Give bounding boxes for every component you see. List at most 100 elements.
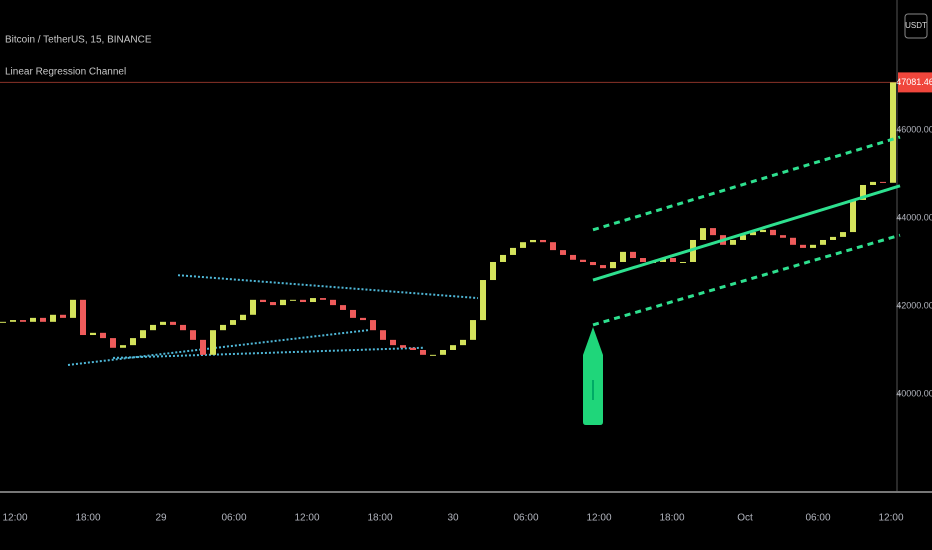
candle [680, 261, 686, 263]
candle [240, 314, 246, 321]
candle [420, 349, 426, 355]
candle [770, 229, 776, 236]
arrow-marker [583, 327, 603, 425]
price-label: 47081.46 [896, 77, 932, 87]
candle [360, 317, 366, 321]
candle [380, 330, 386, 340]
candle [10, 320, 16, 322]
x-tick-label: Oct [737, 513, 753, 524]
candle [300, 299, 306, 303]
candle [740, 235, 746, 240]
x-tick-label: 06:00 [805, 513, 830, 524]
candle [550, 242, 556, 251]
trend-line [592, 233, 901, 327]
candle [860, 184, 866, 200]
x-tick-label: 18:00 [659, 513, 684, 524]
candle [150, 324, 156, 331]
candle [340, 305, 346, 310]
candle [430, 354, 436, 356]
candle [60, 314, 66, 318]
candle [390, 339, 396, 346]
candle [640, 258, 646, 262]
candle [690, 239, 696, 262]
candle [320, 298, 326, 300]
candle [890, 82, 896, 183]
candle [490, 261, 496, 281]
candle [100, 332, 106, 339]
candle [180, 324, 186, 331]
candle [200, 339, 206, 355]
x-tick-label: 29 [155, 513, 167, 524]
candle [870, 181, 876, 185]
candle [160, 321, 166, 325]
candle [130, 338, 136, 346]
y-tick-label: 40000.00 [896, 388, 932, 398]
candle [80, 299, 86, 336]
candle [220, 324, 226, 331]
candle [760, 229, 766, 233]
candle [800, 244, 806, 248]
candle [50, 314, 56, 322]
y-tick-label: 44000.00 [896, 212, 932, 222]
candle [0, 321, 6, 323]
candle [250, 299, 256, 315]
candle [780, 235, 786, 238]
candle [170, 321, 176, 325]
x-tick-label: 12:00 [586, 513, 611, 524]
trend-line [592, 135, 901, 232]
candle [710, 228, 716, 236]
candle [290, 299, 296, 301]
candle [500, 254, 506, 262]
candle [600, 265, 606, 269]
candle [20, 320, 26, 322]
candle [280, 299, 286, 306]
candle [850, 199, 856, 233]
candle [70, 299, 76, 318]
x-tick-label: 06:00 [513, 513, 538, 524]
candle [540, 239, 546, 243]
candle [570, 254, 576, 260]
candle [580, 259, 586, 262]
candle [110, 338, 116, 348]
candle [140, 330, 146, 339]
candle [400, 345, 406, 348]
candle [530, 239, 536, 243]
candle [120, 345, 126, 348]
x-tick-label: 12:00 [2, 513, 27, 524]
candle [610, 261, 616, 269]
candle [590, 261, 596, 266]
candle [350, 309, 356, 318]
candle [810, 244, 816, 248]
candle [40, 317, 46, 322]
candle [750, 232, 756, 236]
symbol-legend: Bitcoin / TetherUS, 15, BINANCE [5, 35, 152, 46]
x-tick-label: 30 [447, 513, 459, 524]
y-tick-label: 42000.00 [896, 300, 932, 310]
y-tick-label: 46000.00 [896, 124, 932, 134]
candle [270, 302, 276, 306]
candle [620, 251, 626, 262]
candle [470, 320, 476, 340]
candle [840, 232, 846, 237]
x-tick-label: 18:00 [75, 513, 100, 524]
candle [700, 228, 706, 240]
candle [450, 345, 456, 350]
candle [880, 181, 886, 183]
candle [210, 330, 216, 355]
trend-line [592, 184, 901, 282]
candle [260, 299, 266, 303]
candle [410, 347, 416, 350]
currency-label[interactable]: USDT [905, 21, 927, 30]
candle [440, 349, 446, 355]
candle [480, 280, 486, 321]
candle [790, 237, 796, 245]
candle [190, 330, 196, 340]
price-label-box [898, 72, 932, 93]
candle [560, 250, 566, 255]
candle [510, 247, 516, 255]
x-tick-label: 12:00 [878, 513, 903, 524]
currency-box[interactable] [904, 13, 928, 39]
candle [460, 339, 466, 346]
candle [370, 320, 376, 331]
